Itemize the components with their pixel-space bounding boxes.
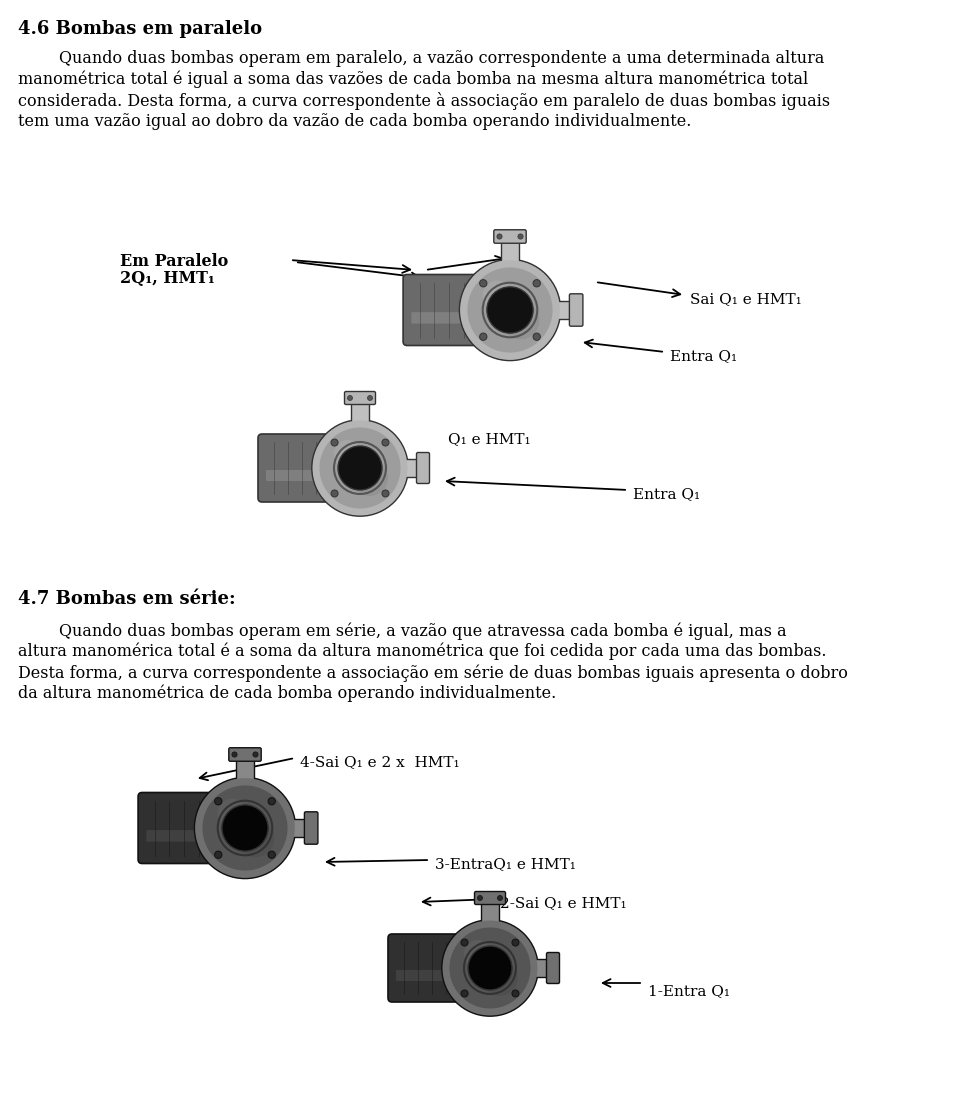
- Circle shape: [222, 805, 268, 851]
- Ellipse shape: [471, 942, 493, 994]
- Ellipse shape: [341, 443, 363, 493]
- Text: da altura manométrica de cada bomba operando individualmente.: da altura manométrica de cada bomba oper…: [18, 685, 556, 702]
- Circle shape: [512, 939, 519, 946]
- FancyBboxPatch shape: [345, 391, 375, 405]
- Circle shape: [468, 946, 512, 991]
- Circle shape: [334, 440, 362, 468]
- Circle shape: [215, 797, 222, 805]
- FancyBboxPatch shape: [402, 459, 420, 477]
- Circle shape: [497, 234, 502, 239]
- FancyBboxPatch shape: [396, 970, 478, 980]
- FancyBboxPatch shape: [492, 302, 511, 319]
- Text: Entra Q₁: Entra Q₁: [633, 487, 700, 501]
- FancyBboxPatch shape: [546, 953, 560, 984]
- Text: Em Paralelo: Em Paralelo: [120, 253, 228, 271]
- FancyBboxPatch shape: [473, 960, 491, 976]
- Circle shape: [480, 280, 487, 287]
- FancyBboxPatch shape: [138, 793, 241, 863]
- Circle shape: [331, 439, 338, 446]
- Circle shape: [477, 896, 483, 900]
- Circle shape: [482, 960, 518, 996]
- Text: 4.6 Bombas em paralelo: 4.6 Bombas em paralelo: [18, 20, 262, 38]
- FancyBboxPatch shape: [411, 312, 497, 323]
- FancyBboxPatch shape: [235, 759, 254, 779]
- Circle shape: [201, 784, 289, 872]
- Circle shape: [487, 287, 533, 333]
- Ellipse shape: [490, 283, 514, 337]
- FancyBboxPatch shape: [228, 748, 261, 761]
- Text: Quando duas bombas operam em paralelo, a vazão correspondente a uma determinada : Quando duas bombas operam em paralelo, a…: [18, 50, 825, 67]
- FancyBboxPatch shape: [481, 902, 499, 922]
- FancyBboxPatch shape: [304, 812, 318, 844]
- FancyBboxPatch shape: [500, 240, 519, 262]
- FancyBboxPatch shape: [146, 831, 232, 842]
- Ellipse shape: [225, 802, 248, 855]
- Circle shape: [442, 920, 538, 1016]
- Circle shape: [195, 778, 296, 879]
- Circle shape: [483, 281, 512, 310]
- Text: tem uma vazão igual ao dobro da vazão de cada bomba operando individualmente.: tem uma vazão igual ao dobro da vazão de…: [18, 113, 691, 130]
- Text: 3-EntraQ₁ e HMT₁: 3-EntraQ₁ e HMT₁: [435, 858, 576, 871]
- Text: Entra Q₁: Entra Q₁: [670, 349, 737, 363]
- Circle shape: [480, 333, 487, 340]
- Circle shape: [533, 333, 540, 340]
- Circle shape: [348, 396, 352, 400]
- Text: 4.7 Bombas em série:: 4.7 Bombas em série:: [18, 590, 235, 608]
- Circle shape: [517, 234, 523, 239]
- Circle shape: [461, 939, 468, 946]
- Circle shape: [533, 280, 540, 287]
- FancyBboxPatch shape: [388, 934, 486, 1002]
- Circle shape: [252, 752, 258, 757]
- Circle shape: [382, 439, 389, 446]
- Circle shape: [232, 752, 237, 757]
- Circle shape: [512, 989, 519, 997]
- Circle shape: [448, 926, 532, 1010]
- Text: Q₁ e HMT₁: Q₁ e HMT₁: [448, 432, 531, 446]
- Text: 2Q₁, HMT₁: 2Q₁, HMT₁: [120, 271, 215, 287]
- Circle shape: [461, 989, 468, 997]
- FancyBboxPatch shape: [258, 434, 356, 502]
- FancyBboxPatch shape: [474, 891, 506, 904]
- Circle shape: [312, 420, 408, 517]
- Text: Quando duas bombas operam em série, a vazão que atravessa cada bomba é igual, ma: Quando duas bombas operam em série, a va…: [18, 622, 786, 639]
- Circle shape: [318, 426, 402, 510]
- FancyBboxPatch shape: [569, 294, 583, 326]
- Circle shape: [218, 798, 247, 828]
- Circle shape: [268, 851, 276, 859]
- Circle shape: [236, 819, 275, 858]
- Circle shape: [352, 459, 388, 496]
- Circle shape: [368, 396, 372, 400]
- Circle shape: [464, 940, 492, 968]
- Text: Desta forma, a curva correspondente a associação em série de duas bombas iguais : Desta forma, a curva correspondente a as…: [18, 664, 848, 682]
- Circle shape: [497, 896, 502, 900]
- Circle shape: [466, 266, 554, 354]
- FancyBboxPatch shape: [266, 470, 348, 481]
- Circle shape: [460, 259, 561, 360]
- FancyBboxPatch shape: [228, 819, 246, 836]
- FancyBboxPatch shape: [289, 818, 308, 837]
- Circle shape: [501, 302, 540, 340]
- Circle shape: [268, 797, 276, 805]
- FancyBboxPatch shape: [493, 230, 526, 244]
- Circle shape: [215, 851, 222, 859]
- FancyBboxPatch shape: [351, 402, 369, 421]
- Text: 1-Entra Q₁: 1-Entra Q₁: [648, 984, 730, 998]
- FancyBboxPatch shape: [343, 459, 361, 476]
- FancyBboxPatch shape: [403, 275, 506, 345]
- Text: Sai Q₁ e HMT₁: Sai Q₁ e HMT₁: [690, 292, 802, 306]
- Text: 4-Sai Q₁ e 2 x  HMT₁: 4-Sai Q₁ e 2 x HMT₁: [300, 755, 460, 769]
- Text: altura manomérica total é a soma da altura manométrica que foi cedida por cada u: altura manomérica total é a soma da altu…: [18, 643, 827, 661]
- FancyBboxPatch shape: [532, 959, 550, 977]
- FancyBboxPatch shape: [554, 301, 573, 320]
- FancyBboxPatch shape: [417, 453, 429, 483]
- Circle shape: [331, 490, 338, 498]
- Text: 2-Sai Q₁ e HMT₁: 2-Sai Q₁ e HMT₁: [500, 896, 627, 910]
- Text: considerada. Desta forma, a curva correspondente à associação em paralelo de dua: considerada. Desta forma, a curva corres…: [18, 92, 830, 110]
- Text: manométrica total é igual a soma das vazões de cada bomba na mesma altura manomé: manométrica total é igual a soma das vaz…: [18, 72, 808, 88]
- Circle shape: [338, 446, 382, 490]
- Circle shape: [382, 490, 389, 498]
